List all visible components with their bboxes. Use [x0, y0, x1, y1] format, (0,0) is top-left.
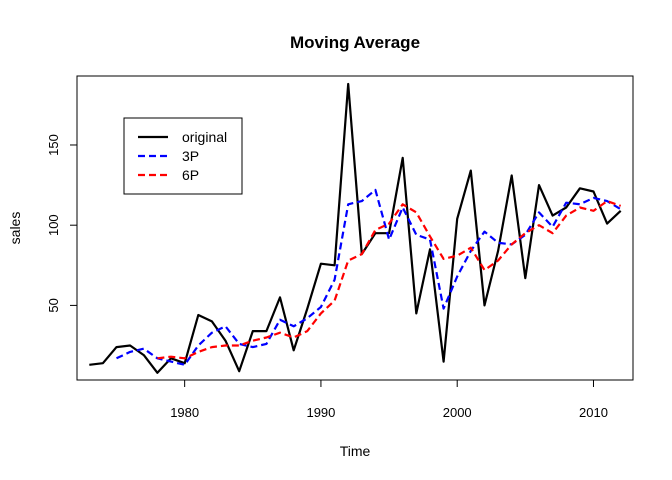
y-tick-label: 100 — [46, 214, 61, 236]
x-tick-label: 1990 — [306, 405, 335, 420]
legend-label-original: original — [182, 129, 227, 145]
legend-label-3p: 3P — [182, 148, 199, 164]
y-axis: 50 100 150 — [46, 134, 77, 313]
x-tick-label: 2000 — [443, 405, 472, 420]
x-axis-label: Time — [340, 443, 371, 459]
y-tick-label: 150 — [46, 134, 61, 156]
plot-area-frame — [76, 75, 634, 381]
x-tick-label: 2010 — [579, 405, 608, 420]
series-line-3p — [116, 188, 622, 366]
y-axis-label: sales — [7, 212, 23, 245]
y-tick-label: 50 — [46, 298, 61, 312]
series-line-original — [89, 82, 622, 374]
x-axis: 1980 1990 2000 2010 — [170, 380, 608, 420]
series-layer — [89, 82, 622, 374]
chart-title: Moving Average — [290, 33, 420, 52]
series-line-6p — [157, 200, 622, 360]
x-tick-label: 1980 — [170, 405, 199, 420]
legend-label-6p: 6P — [182, 167, 199, 183]
legend: original 3P 6P — [123, 117, 243, 195]
